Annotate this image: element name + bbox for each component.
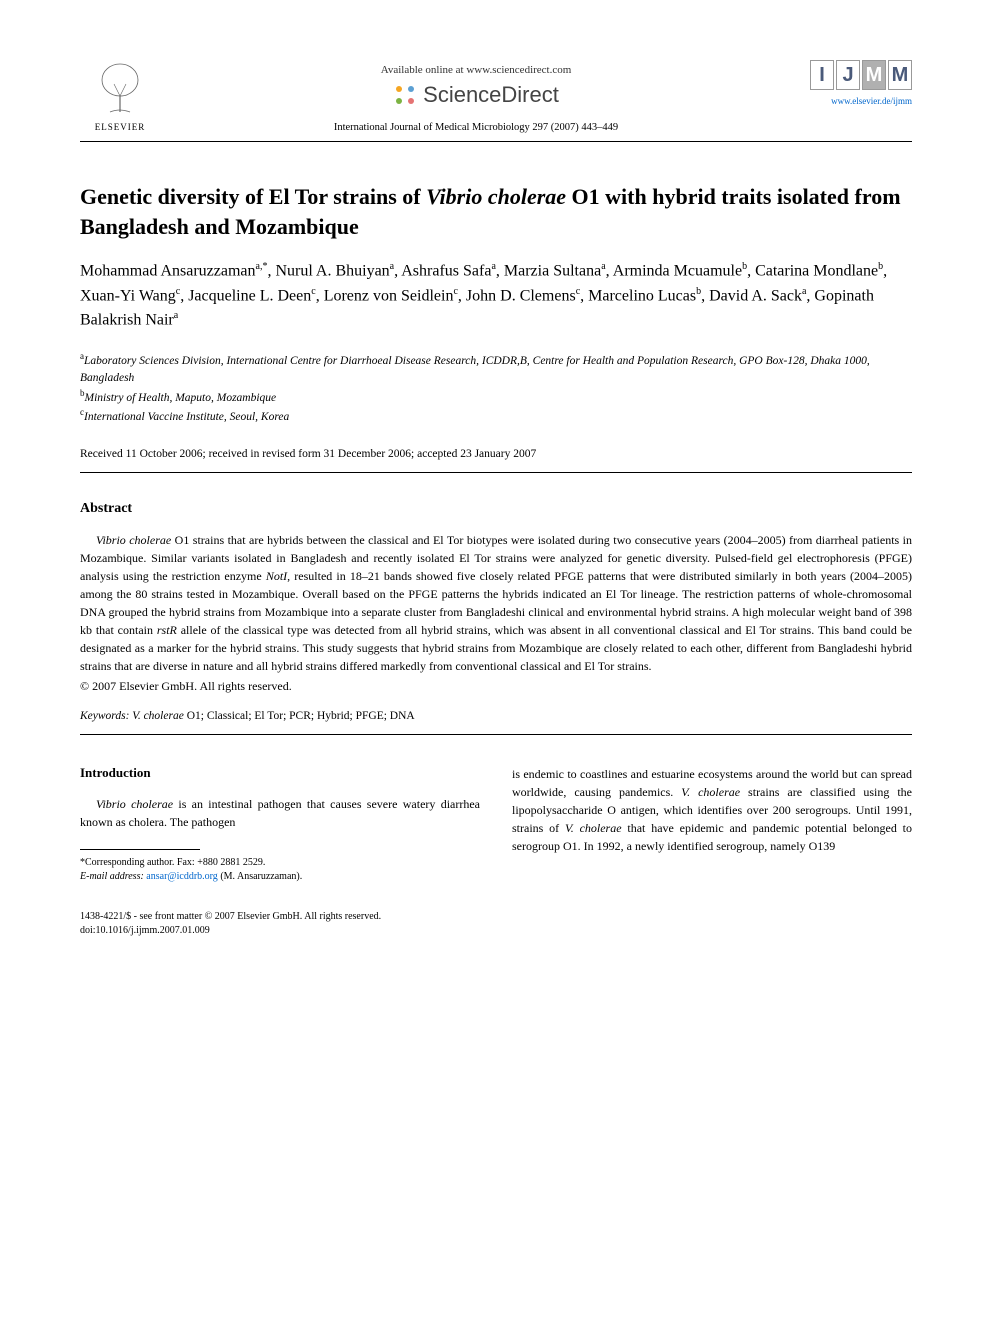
affiliation-c: cInternational Vaccine Institute, Seoul,… [80,406,912,426]
sciencedirect-label: ScienceDirect [423,82,559,108]
affiliation-b: bMinistry of Health, Maputo, Mozambique [80,387,912,407]
available-online-text: Available online at www.sciencedirect.co… [160,64,792,76]
footnote-divider [80,849,200,850]
dates-divider [80,472,912,473]
page-footer: 1438-4221/$ - see front matter © 2007 El… [80,910,912,938]
sciencedirect-icon [393,83,417,107]
intro-col1-text: Vibrio cholerae is an intestinal pathoge… [80,795,480,831]
title-pre: Genetic diversity of El Tor strains of [80,184,426,209]
ijmm-link[interactable]: www.elsevier.de/ijmm [792,96,912,106]
footer-line2: doi:10.1016/j.ijmm.2007.01.009 [80,924,912,938]
elsevier-label: ELSEVIER [95,122,146,132]
affiliations: aLaboratory Sciences Division, Internati… [80,350,912,425]
column-right: is endemic to coastlines and estuarine e… [512,765,912,884]
ijmm-letter-m2: M [888,60,912,90]
abstract-heading: Abstract [80,501,912,517]
body-columns: Introduction Vibrio cholerae is an intes… [80,765,912,884]
ijmm-letter-j: J [836,60,860,90]
email-link[interactable]: ansar@icddrb.org [146,871,218,882]
page-header: ELSEVIER Available online at www.science… [80,60,912,133]
footer-line1: 1438-4221/$ - see front matter © 2007 El… [80,910,912,924]
email-line: E-mail address: ansar@icddrb.org (M. Ans… [80,870,480,884]
column-left: Introduction Vibrio cholerae is an intes… [80,765,480,884]
keywords-text: V. cholerae O1; Classical; El Tor; PCR; … [129,710,414,722]
keywords-label: Keywords: [80,710,129,722]
journal-citation: International Journal of Medical Microbi… [160,122,792,133]
article-title: Genetic diversity of El Tor strains of V… [80,182,912,241]
email-name: (M. Ansaruzzaman). [220,871,302,882]
sciencedirect-brand: ScienceDirect [160,82,792,108]
elsevier-tree-icon [90,60,150,120]
ijmm-letter-boxes: I J M M [792,60,912,90]
keywords-divider [80,734,912,735]
title-species: Vibrio cholerae [426,184,566,209]
email-label: E-mail address: [80,871,144,882]
intro-col2-text: is endemic to coastlines and estuarine e… [512,765,912,855]
abstract-text: Vibrio cholerae O1 strains that are hybr… [80,531,912,675]
ijmm-letter-m1: M [862,60,886,90]
ijmm-letter-i: I [810,60,834,90]
center-header: Available online at www.sciencedirect.co… [160,60,792,133]
header-divider [80,141,912,142]
keywords: Keywords: V. cholerae O1; Classical; El … [80,710,912,722]
introduction-heading: Introduction [80,765,480,781]
ijmm-logo: I J M M www.elsevier.de/ijmm [792,60,912,106]
article-dates: Received 11 October 2006; received in re… [80,448,912,460]
affiliation-a: aLaboratory Sciences Division, Internati… [80,350,912,386]
corresponding-footnote: *Corresponding author. Fax: +880 2881 25… [80,856,480,884]
abstract-copyright: © 2007 Elsevier GmbH. All rights reserve… [80,679,912,694]
corresponding-author: *Corresponding author. Fax: +880 2881 25… [80,856,480,870]
elsevier-logo: ELSEVIER [80,60,160,132]
authors-list: Mohammad Ansaruzzamana,*, Nurul A. Bhuiy… [80,259,912,332]
